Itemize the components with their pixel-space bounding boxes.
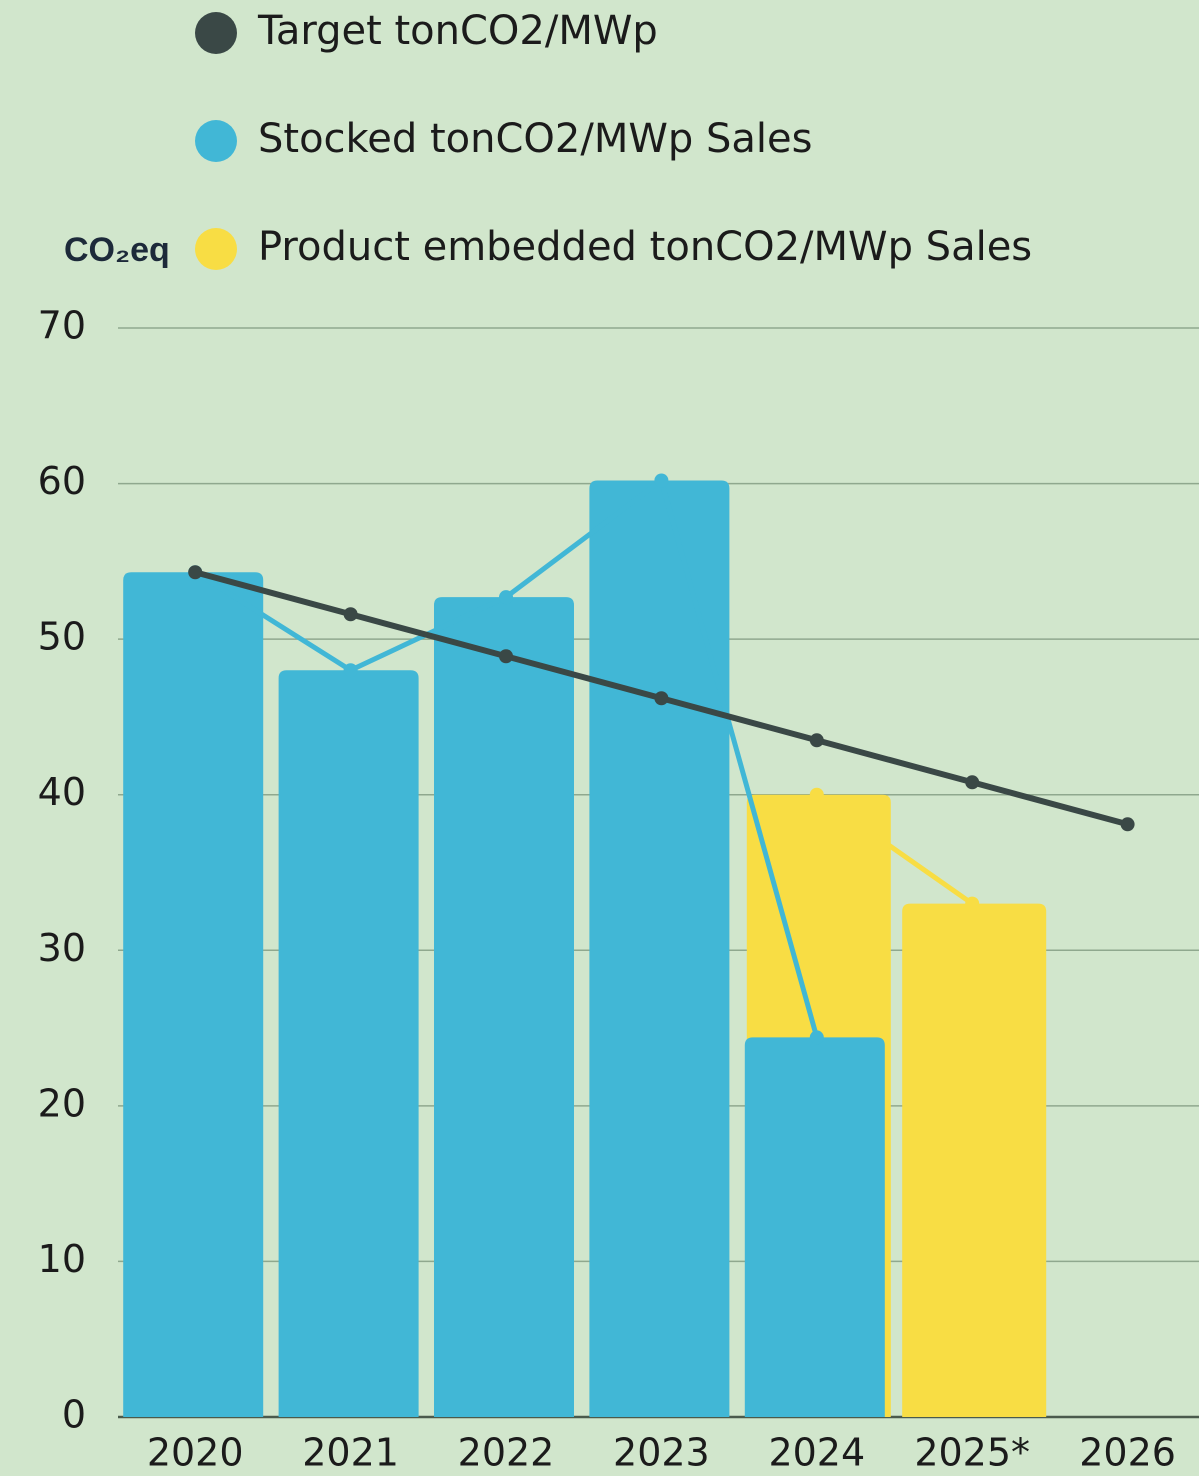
point: [809, 733, 824, 748]
legend-swatch: [195, 228, 237, 270]
y-tick-label: 0: [62, 1393, 86, 1437]
point: [343, 663, 358, 678]
legend-label: Product embedded tonCO2/MWp Sales: [258, 224, 1032, 270]
point: [499, 590, 513, 605]
point: [1120, 817, 1135, 832]
logo: CO₂eq: [64, 231, 170, 269]
point: [343, 607, 358, 622]
y-tick-label: 50: [38, 615, 86, 659]
bar: [434, 597, 574, 1417]
point: [654, 691, 669, 706]
bar: [902, 903, 1047, 1417]
y-tick-label: 10: [38, 1237, 86, 1281]
point: [809, 787, 824, 802]
x-tick-label: 2020: [147, 1431, 244, 1475]
y-tick-label: 60: [38, 459, 86, 503]
x-tick-label: 2021: [302, 1431, 399, 1475]
point: [809, 1030, 824, 1045]
x-tick-label: 2026: [1079, 1431, 1176, 1475]
bar: [589, 480, 730, 1418]
y-tick-label: 20: [38, 1081, 86, 1125]
x-tick-label: 2023: [613, 1431, 710, 1475]
y-tick-label: 70: [38, 304, 86, 348]
bar: [744, 1037, 885, 1417]
point: [965, 896, 980, 911]
legend-label: Target tonCO2/MWp: [257, 8, 658, 54]
line: [815, 792, 974, 906]
y-tick-label: 30: [38, 926, 86, 970]
point: [965, 775, 980, 790]
legend-swatch: [195, 12, 237, 54]
y-tick-label: 40: [38, 770, 86, 814]
point: [654, 473, 669, 488]
legend-swatch: [195, 120, 237, 162]
x-tick-label: 2025*: [914, 1431, 1030, 1475]
bar: [278, 670, 419, 1417]
x-tick-label: 2022: [458, 1431, 555, 1475]
bar: [123, 572, 264, 1417]
legend-label: Stocked tonCO2/MWp Sales: [258, 116, 812, 162]
point: [188, 565, 203, 580]
x-tick-label: 2024: [768, 1431, 865, 1475]
point: [499, 649, 513, 664]
